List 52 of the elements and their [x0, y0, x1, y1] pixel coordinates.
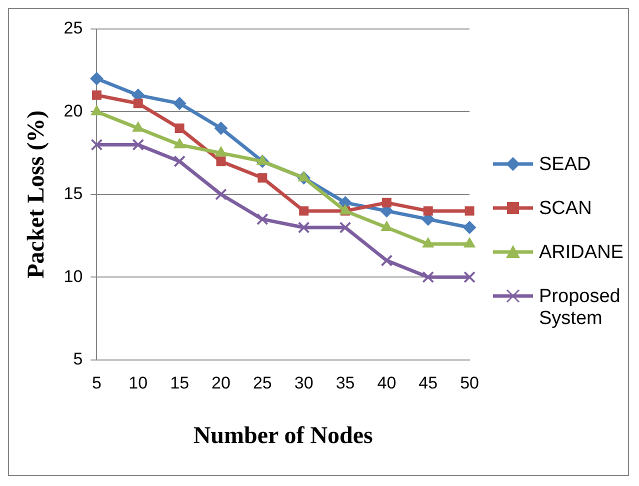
y-tick-label: 25 — [64, 18, 83, 38]
point — [91, 105, 102, 116]
legend-label: SEAD — [539, 154, 591, 176]
point — [258, 173, 268, 183]
legend-label: SCAN — [539, 198, 592, 220]
point — [380, 254, 393, 267]
point — [173, 96, 186, 110]
x-tick-label: 35 — [336, 374, 355, 393]
x-tick-label: 5 — [92, 374, 102, 393]
x-tick-label: 20 — [212, 374, 230, 393]
point — [339, 222, 352, 234]
legend-label: ARIDANE — [539, 242, 624, 264]
point — [215, 146, 227, 157]
point — [380, 220, 392, 231]
point — [174, 155, 186, 168]
point — [464, 238, 476, 248]
point — [215, 188, 227, 200]
point — [90, 72, 104, 86]
point — [464, 271, 476, 284]
y-tick-label: 15 — [64, 184, 83, 204]
point — [216, 156, 226, 166]
point — [423, 206, 433, 216]
point — [133, 98, 143, 108]
point — [299, 206, 309, 216]
point — [463, 220, 476, 234]
point — [132, 138, 144, 151]
x-tick-label: 50 — [460, 374, 480, 393]
point — [92, 90, 102, 100]
x-tick-label: 45 — [418, 374, 438, 393]
point — [298, 171, 310, 182]
x-tick-label: 25 — [252, 374, 272, 393]
point — [90, 138, 103, 151]
point — [464, 206, 474, 216]
point — [422, 238, 434, 248]
legend-label: Proposed System — [539, 286, 622, 330]
y-tick-label: 20 — [64, 101, 83, 120]
x-axis-title: Number of Nodes — [193, 422, 373, 449]
y-tick-label: 10 — [64, 266, 83, 286]
point — [174, 138, 186, 148]
x-tick-label: 30 — [294, 374, 314, 393]
point — [298, 222, 310, 234]
y-tick-label: 5 — [73, 349, 83, 368]
x-tick-label: 40 — [377, 374, 396, 393]
point — [256, 213, 268, 226]
point — [422, 271, 434, 284]
point — [382, 198, 392, 208]
point — [132, 122, 144, 132]
point — [214, 122, 228, 135]
point — [174, 124, 184, 133]
x-tick-label: 15 — [170, 374, 190, 393]
x-tick-label: 10 — [128, 374, 148, 393]
y-axis-title: Packet Loss (%) — [24, 110, 50, 278]
